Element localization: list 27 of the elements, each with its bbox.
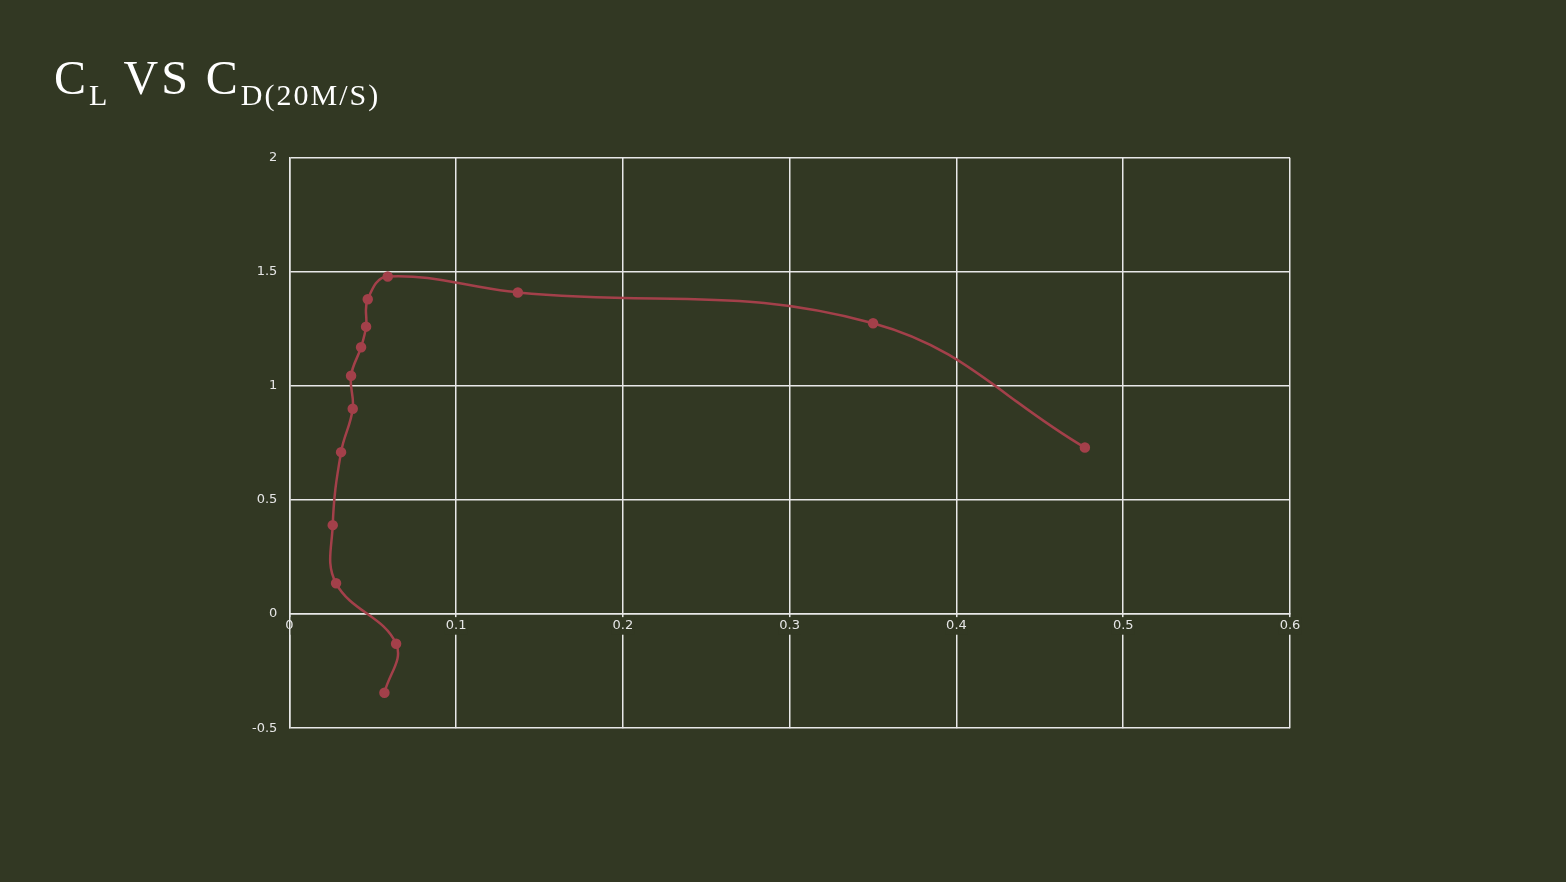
point xyxy=(335,446,347,458)
y-tick-label: 1 xyxy=(269,377,278,393)
point xyxy=(382,271,394,282)
point xyxy=(512,287,524,298)
point xyxy=(330,578,342,589)
point xyxy=(345,370,357,381)
point xyxy=(347,403,358,415)
chart-title: C$_{L}$ VS C$_{D(20M/S)}$ xyxy=(54,50,381,112)
point xyxy=(867,317,879,329)
y-tick-label: 1.5 xyxy=(256,263,278,279)
x-tick-label: 0.2 xyxy=(612,617,634,633)
point xyxy=(390,638,402,650)
point xyxy=(379,687,390,699)
x-tick-label: 0.1 xyxy=(445,617,467,633)
y-tick-label: 2 xyxy=(269,149,278,165)
x-tick-label: 0.6 xyxy=(1279,617,1301,633)
point xyxy=(327,519,338,531)
point xyxy=(360,321,372,332)
y-tick-label: -0.5 xyxy=(251,719,278,735)
point xyxy=(1079,442,1091,453)
point xyxy=(355,341,367,353)
y-tick-label: 0 xyxy=(269,605,278,621)
x-tick-label: 0.5 xyxy=(1112,617,1134,633)
point xyxy=(362,294,373,305)
y-tick-label: 0.5 xyxy=(256,491,278,507)
x-tick-label: 0.3 xyxy=(779,617,801,633)
x-tick-label: 0.4 xyxy=(946,617,967,633)
